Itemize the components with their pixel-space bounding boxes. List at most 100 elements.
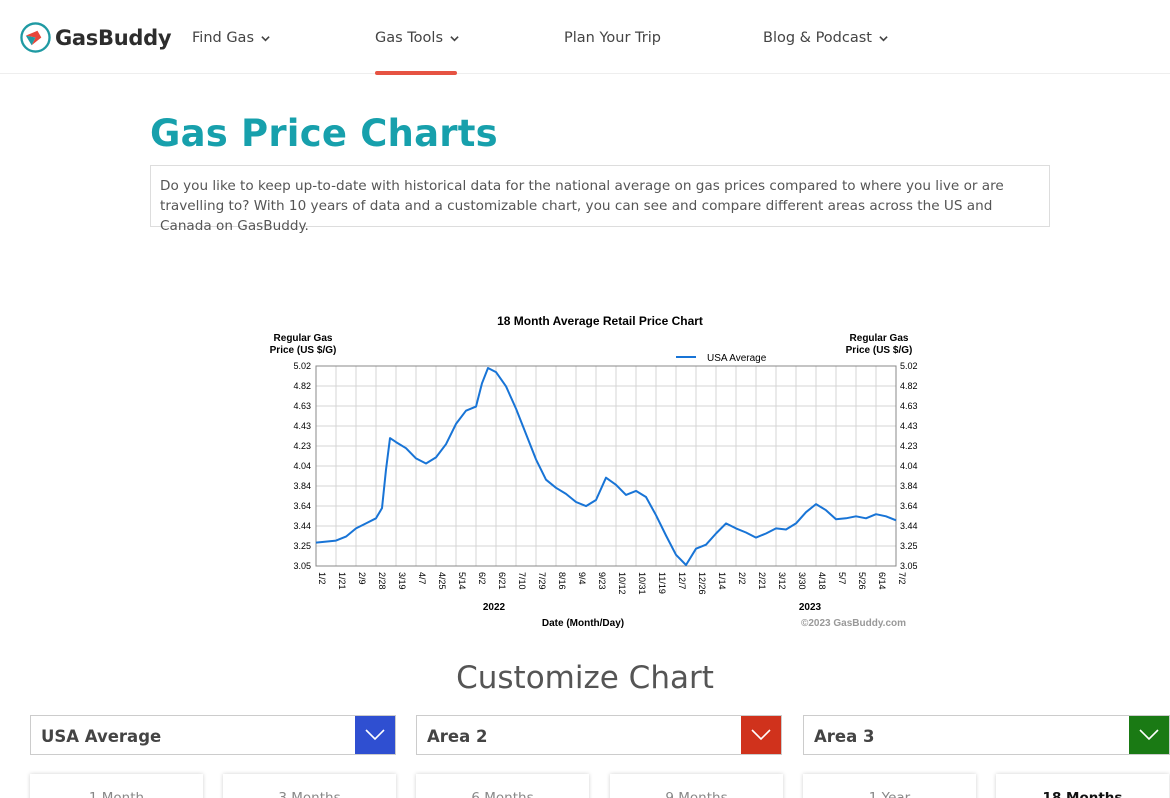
chevron-down-icon: [365, 729, 385, 741]
area-select-1[interactable]: USA Average: [30, 715, 396, 755]
y-tick-label-right: 4.43: [900, 421, 918, 431]
x-tick-label: 3/12: [777, 572, 787, 590]
area-select-1-caret[interactable]: [355, 716, 395, 754]
range-tab-18-months[interactable]: 18 Months: [996, 774, 1169, 798]
y-tick-label-right: 5.02: [900, 361, 918, 371]
x-tick-label: 6/21: [497, 572, 507, 590]
x-tick-label: 9/4: [577, 572, 587, 585]
x-tick-label: 1/2: [317, 572, 327, 585]
page-title: Gas Price Charts: [150, 112, 498, 155]
range-tab-1-month[interactable]: 1 Month: [30, 774, 203, 798]
x-tick-label: 4/18: [817, 572, 827, 590]
chart-legend: USA Average: [676, 353, 767, 364]
x-tick-label: 5/7: [837, 572, 847, 585]
y-tick-label-left: 4.23: [293, 441, 311, 451]
x-tick-label: 4/25: [437, 572, 447, 590]
x-tick-label: 10/12: [617, 572, 627, 595]
x-tick-label: 2/9: [357, 572, 367, 585]
intro-text: Do you like to keep up-to-date with hist…: [150, 165, 1050, 234]
y-axis-label-line: Price (US $/G): [846, 345, 913, 356]
y-tick-label-left: 5.02: [293, 361, 311, 371]
chart-series: [315, 367, 897, 566]
chevron-down-icon: [1139, 729, 1159, 741]
price-chart: 18 Month Average Retail Price Chart Regu…: [255, 305, 925, 635]
area-select-3[interactable]: Area 3: [803, 715, 1170, 755]
y-tick-label-right: 3.05: [900, 561, 918, 571]
x-tick-label: 3/19: [397, 572, 407, 590]
area-select-2[interactable]: Area 2: [416, 715, 782, 755]
active-nav-underline: [375, 71, 457, 75]
y-tick-label-right: 4.82: [900, 381, 918, 391]
brand-name: GasBuddy: [55, 25, 172, 50]
y-tick-label-right: 4.23: [900, 441, 918, 451]
range-tabs: 1 Month 3 Months 6 Months 9 Months 1 Yea…: [30, 774, 1170, 798]
chevron-down-icon: [261, 35, 270, 41]
range-tab-1-year[interactable]: 1 Year: [803, 774, 976, 798]
range-tab-9-months[interactable]: 9 Months: [610, 774, 783, 798]
series-line-usa-average: [315, 367, 897, 566]
y-tick-label-right: 3.25: [900, 541, 918, 551]
year-label-2023: 2023: [799, 602, 822, 613]
chart-copyright: ©2023 GasBuddy.com: [801, 618, 906, 629]
gasbuddy-logo-icon: [20, 22, 51, 53]
y-tick-label-right: 3.44: [900, 521, 918, 531]
x-tick-label: 11/19: [657, 572, 667, 594]
plot-border: [315, 365, 897, 567]
area-select-3-value: Area 3: [814, 727, 875, 746]
chevron-down-icon: [751, 729, 771, 741]
y-tick-label-left: 3.64: [293, 501, 311, 511]
price-chart-svg: 18 Month Average Retail Price Chart Regu…: [255, 305, 925, 635]
x-tick-label: 6/2: [477, 572, 487, 585]
x-tick-label: 2/2: [737, 572, 747, 585]
x-tick-label: 12/7: [677, 572, 687, 590]
x-tick-label: 1/14: [717, 572, 727, 590]
customize-chart-title: Customize Chart: [456, 660, 714, 696]
chart-ticks: 5.02 5.02 4.82 4.82 4.63 4.63 4.43 4.43 4.23 4.23…: [293, 361, 917, 595]
y-tick-label-left: 3.05: [293, 561, 311, 571]
x-tick-label: 2/21: [757, 572, 767, 590]
x-tick-label: 6/14: [877, 572, 887, 590]
nav-blog-podcast-label: Blog & Podcast: [763, 30, 872, 46]
area-select-1-value: USA Average: [41, 727, 162, 746]
x-tick-label: 2/28: [377, 572, 387, 590]
chevron-down-icon: [879, 35, 888, 41]
chart-title: 18 Month Average Retail Price Chart: [497, 314, 703, 328]
nav-gas-tools-label: Gas Tools: [375, 30, 444, 46]
nav-plan-your-trip-label: Plan Your Trip: [564, 30, 661, 46]
y-axis-label-line: Price (US $/G): [270, 345, 337, 356]
y-tick-label-right: 3.84: [900, 481, 918, 491]
y-tick-label-left: 4.43: [293, 421, 311, 431]
x-tick-label: 12/26: [697, 572, 707, 595]
x-tick-label: 3/30: [797, 572, 807, 590]
x-tick-label: 8/16: [557, 572, 567, 590]
nav-blog-podcast[interactable]: Blog & Podcast: [763, 29, 888, 47]
x-tick-label: 10/31: [637, 572, 647, 595]
nav-plan-your-trip[interactable]: Plan Your Trip: [564, 29, 661, 47]
y-axis-label-line: Regular Gas: [850, 333, 909, 344]
x-tick-label: 1/21: [337, 572, 347, 590]
nav-find-gas-label: Find Gas: [192, 30, 254, 46]
range-tab-6-months[interactable]: 6 Months: [416, 774, 589, 798]
top-nav: GasBuddy Find Gas Gas Tools Plan Your Tr…: [0, 0, 1170, 75]
x-tick-label: 5/14: [457, 572, 467, 590]
nav-gas-tools[interactable]: Gas Tools: [375, 29, 459, 47]
y-tick-label-right: 4.63: [900, 401, 918, 411]
x-axis-label: Date (Month/Day): [542, 618, 624, 629]
area-select-3-caret[interactable]: [1129, 716, 1169, 754]
x-tick-label: 9/23: [597, 572, 607, 590]
y-tick-label-left: 4.63: [293, 401, 311, 411]
chevron-down-icon: [450, 35, 459, 41]
area-select-2-value: Area 2: [427, 727, 488, 746]
nav-find-gas[interactable]: Find Gas: [192, 29, 270, 47]
x-tick-label: 7/2: [897, 572, 907, 585]
gasbuddy-logo[interactable]: GasBuddy: [20, 22, 172, 53]
y-axis-label-line: Regular Gas: [274, 333, 333, 344]
x-tick-label: 7/10: [517, 572, 527, 590]
area-select-2-caret[interactable]: [741, 716, 781, 754]
x-tick-label: 5/26: [857, 572, 867, 590]
legend-label: USA Average: [707, 353, 767, 364]
y-tick-label-right: 4.04: [900, 461, 918, 471]
range-tab-3-months[interactable]: 3 Months: [223, 774, 396, 798]
